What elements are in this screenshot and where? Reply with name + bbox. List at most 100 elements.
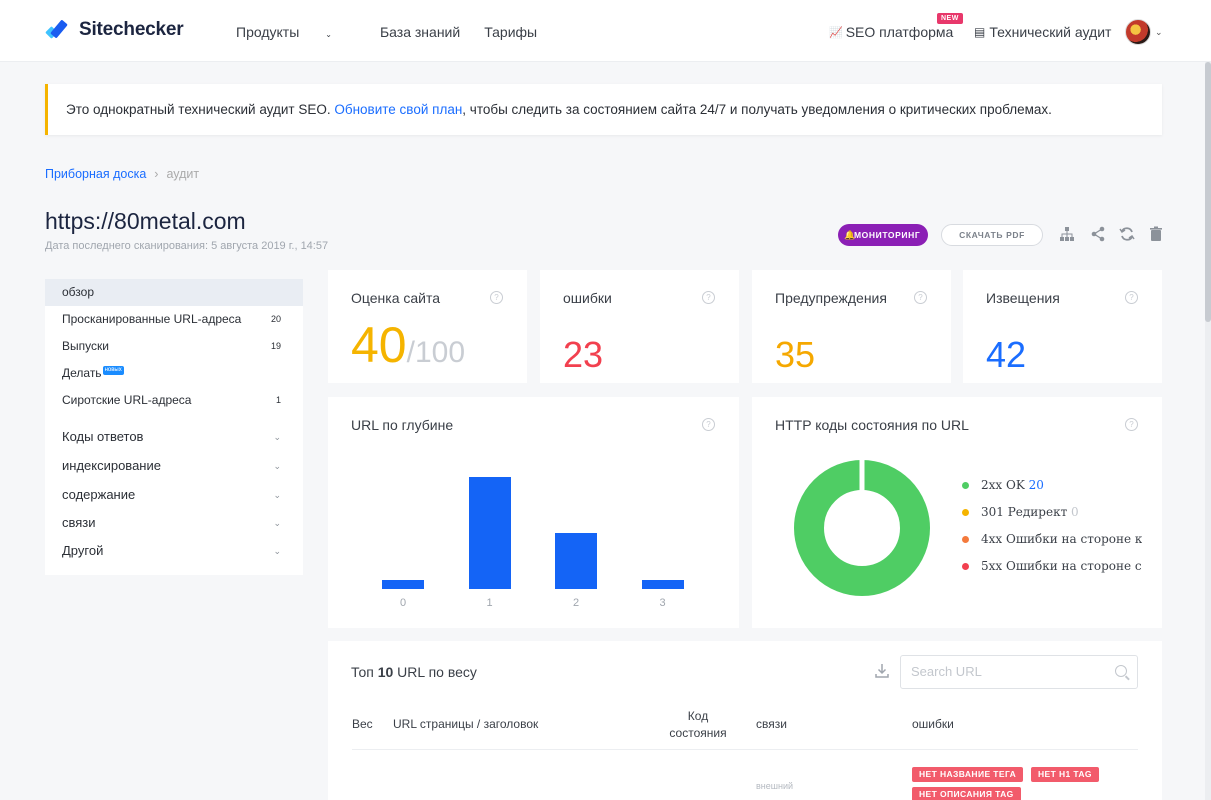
sidebar-item-todo[interactable]: Делать новых — [62, 366, 124, 380]
top-header: Sitechecker Продукты ⌄ База знаний Тарифы… — [0, 0, 1211, 62]
column-header-errors[interactable]: ошибки — [912, 717, 954, 731]
logo-text: Sitechecker — [79, 19, 184, 40]
link-type: внешний — [756, 781, 794, 791]
nav-pricing[interactable]: Тарифы — [484, 24, 538, 40]
share-icon[interactable] — [1089, 226, 1107, 244]
notices-card[interactable]: Извещения ? 42 — [963, 270, 1162, 383]
search-url-input[interactable]: Search URL — [900, 655, 1138, 689]
legend-dot — [962, 536, 969, 543]
tech-audit-link[interactable]: ▤ Технический аудит — [974, 24, 1112, 40]
bell-icon: 🔔 — [844, 230, 856, 240]
sidebar-group-content[interactable]: содержание ⌄ — [45, 481, 303, 509]
breadcrumb-dashboard[interactable]: Приборная доска — [45, 167, 147, 181]
scan-date: Дата последнего сканирования: 5 августа … — [45, 240, 329, 252]
page-title: https://80metal.com — [45, 208, 246, 234]
depth-tick-label: 0 — [399, 597, 407, 609]
download-icon[interactable] — [874, 663, 890, 679]
breadcrumb-current: аудит — [166, 167, 200, 181]
nav-products[interactable]: Продукты ⌄ — [236, 24, 332, 40]
search-icon — [1115, 665, 1127, 677]
chevron-down-icon: ⌄ — [273, 490, 281, 500]
legend-item-2xx[interactable]: 2xx OK 20 — [962, 478, 1142, 492]
new-badge: новых — [102, 366, 124, 375]
top-urls-card: Топ 10 URL по весу Search URL Вес URL ст… — [328, 641, 1162, 800]
error-tag[interactable]: НЕТ ОПИСАНИЯ TAG — [912, 787, 1021, 800]
chart-icon: 📈 — [829, 26, 843, 39]
refresh-icon[interactable] — [1118, 226, 1136, 244]
notices-value: 42 — [986, 334, 1027, 375]
help-icon[interactable]: ? — [490, 291, 503, 304]
count-badge: 1 — [275, 395, 281, 405]
warnings-value: 35 — [775, 334, 816, 375]
column-header-links[interactable]: связи — [756, 717, 787, 731]
site-score-value: 40/100 — [351, 317, 466, 373]
sitemap-icon[interactable] — [1058, 226, 1076, 244]
sidebar-group-other[interactable]: Другой ⌄ — [45, 537, 303, 565]
help-icon[interactable]: ? — [1125, 291, 1138, 304]
sidebar-item-overview[interactable]: обзор — [45, 279, 303, 306]
scrollbar-thumb[interactable] — [1205, 62, 1211, 322]
breadcrumb: Приборная доска › аудит — [45, 167, 199, 181]
logo-check-icon — [45, 19, 71, 41]
chevron-down-icon: ⌄ — [273, 546, 281, 556]
download-pdf-button[interactable]: СКАЧАТЬ PDF — [941, 224, 1043, 246]
sidebar-item-issues[interactable]: Выпуски 19 — [45, 333, 303, 360]
depth-tick-label: 1 — [486, 597, 493, 609]
logo[interactable]: Sitechecker — [45, 19, 184, 41]
depth-bar-0[interactable] — [382, 579, 424, 589]
nav-knowledge-base[interactable]: База знаний — [379, 24, 461, 40]
warnings-card[interactable]: Предупреждения ? 35 — [752, 270, 951, 383]
help-icon[interactable]: ? — [702, 291, 715, 304]
depth-bar-1[interactable] — [468, 477, 511, 589]
help-icon[interactable]: ? — [702, 418, 715, 431]
depth-bar-2[interactable] — [555, 533, 597, 589]
trash-icon[interactable] — [1147, 226, 1165, 244]
status-donut-chart — [794, 460, 930, 596]
error-tag[interactable]: НЕТ H1 TAG — [1031, 767, 1099, 782]
depth-bar-3[interactable] — [641, 579, 684, 589]
chevron-down-icon: ⌄ — [325, 30, 332, 39]
help-icon[interactable]: ? — [1125, 418, 1138, 431]
upgrade-plan-link[interactable]: Обновите свой план — [334, 102, 463, 117]
document-icon: ▤ — [974, 25, 986, 39]
chevron-down-icon: ⌄ — [273, 432, 281, 442]
depth-tick-label: 3 — [659, 597, 666, 609]
count-badge: 20 — [270, 314, 281, 324]
column-header-status-code[interactable]: Код состояния — [669, 709, 727, 740]
help-icon[interactable]: ? — [914, 291, 927, 304]
sidebar-item-crawled-urls[interactable]: Просканированные URL-адреса 20 — [45, 306, 303, 333]
column-header-url[interactable]: URL страницы / заголовок — [393, 717, 539, 731]
monitoring-button[interactable]: 🔔 МОНИТОРИНГ — [838, 224, 929, 246]
chevron-down-icon: ⌄ — [273, 518, 281, 528]
site-score-card: Оценка сайта ? 40/100 — [328, 270, 527, 383]
legend-item-4xx[interactable]: 4xx Ошибки на стороне клиента — [962, 532, 1142, 546]
breadcrumb-separator: › — [154, 167, 159, 181]
chevron-down-icon[interactable]: ⌄ — [1155, 27, 1163, 37]
main-nav: Продукты ⌄ База знаний Тарифы — [236, 24, 561, 40]
sidebar-item-orphan-urls[interactable]: Сиротские URL-адреса 1 — [45, 387, 303, 414]
donut-gap — [859, 460, 865, 492]
http-status-card: HTTP коды состояния по URL ? 2xx OK 20 3… — [752, 397, 1162, 628]
count-badge: 19 — [270, 341, 281, 351]
legend-dot — [962, 563, 969, 570]
errors-card[interactable]: ошибки ? 23 — [540, 270, 739, 383]
errors-value: 23 — [563, 334, 604, 375]
legend-item-301[interactable]: 301 Редирект 0 — [962, 505, 1142, 519]
sidebar-group-links[interactable]: связи ⌄ — [45, 509, 303, 537]
scrollbar-track[interactable] — [1205, 62, 1211, 800]
legend-dot — [962, 509, 969, 516]
error-tag[interactable]: НЕТ НАЗВАНИЕ ТЕГА — [912, 767, 1024, 782]
avatar[interactable] — [1125, 19, 1151, 45]
chevron-down-icon: ⌄ — [273, 461, 281, 471]
sidebar-group-indexing[interactable]: индексирование ⌄ — [45, 452, 303, 480]
seo-platform-link[interactable]: 📈 SEO платформа — [829, 24, 954, 40]
sidebar-group-response-codes[interactable]: Коды ответов ⌄ — [45, 423, 303, 451]
legend-item-5xx[interactable]: 5xx Ошибки на стороне сервера — [962, 559, 1142, 573]
upgrade-notice: Это однократный технический аудит SEO. О… — [45, 84, 1162, 135]
top-urls-title: Топ 10 URL по весу — [351, 664, 477, 680]
column-header-weight[interactable]: Вес — [352, 717, 373, 731]
depth-tick-label: 2 — [572, 597, 580, 609]
table-divider — [352, 749, 1138, 750]
legend-dot — [962, 482, 969, 489]
